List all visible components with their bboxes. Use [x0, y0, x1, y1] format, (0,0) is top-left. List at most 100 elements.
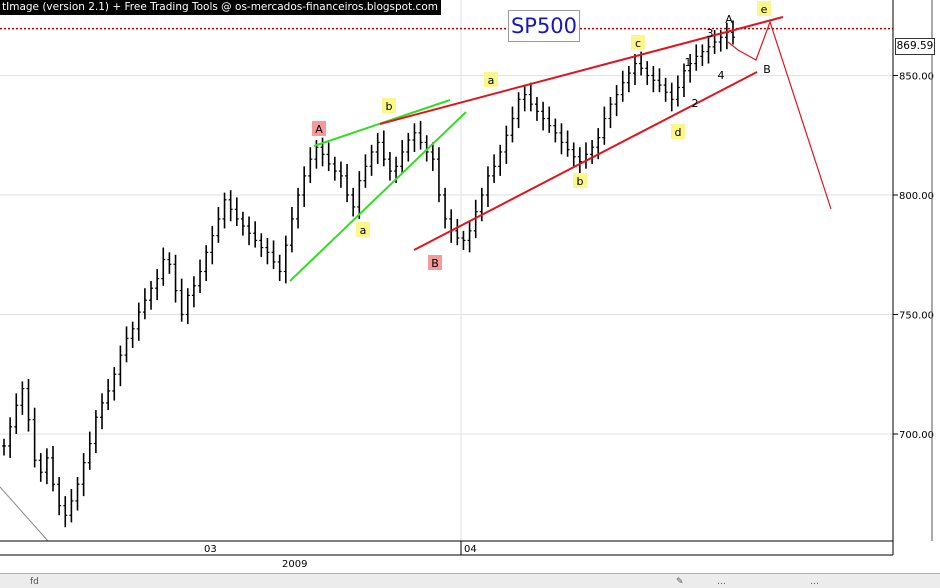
ohlc-bar	[467, 221, 472, 253]
wave-label-box	[312, 121, 326, 136]
xtick-label-03: 03	[204, 544, 217, 555]
ohlc-bar	[608, 97, 613, 129]
triangle-lower-line	[289, 111, 467, 282]
ohlc-bar	[51, 445, 56, 492]
ohlc-bars	[2, 20, 735, 528]
ohlc-bar	[2, 438, 6, 456]
ohlc-bar	[130, 321, 135, 348]
ohlc-bar	[510, 106, 515, 143]
ohlc-bar	[234, 197, 239, 227]
status-mid: ✎	[676, 577, 684, 587]
trendlines	[0, 16, 893, 542]
ohlc-bar	[185, 288, 190, 325]
ohlc-bar	[430, 142, 435, 172]
ohlc-bar	[308, 147, 313, 184]
grid-layer	[0, 0, 893, 555]
ohlc-bar	[663, 77, 668, 102]
wave-label-box	[757, 1, 771, 16]
ohlc-bar	[198, 259, 203, 293]
last-price-tag: 869.59	[895, 38, 935, 55]
ohlc-bar	[418, 120, 423, 150]
watermark-text: tImage (version 2.1) + Free Trading Tool…	[0, 0, 441, 15]
wave-label-e: e	[761, 3, 768, 16]
ohlc-bar	[694, 44, 699, 71]
wave-labels: Ab a Ba b c d e 1 2 3 4 A B	[312, 1, 771, 270]
ohlc-bar	[75, 477, 80, 511]
ohlc-bar	[516, 92, 521, 129]
ohlc-bar	[688, 53, 693, 83]
ohlc-bar	[706, 37, 711, 64]
ohlc-bar	[283, 235, 288, 284]
ohlc-bar	[528, 82, 533, 112]
ohlc-bar	[681, 63, 686, 98]
status-mid2: …	[717, 577, 726, 587]
ohlc-bar	[436, 147, 441, 203]
ohlc-bar	[485, 166, 490, 207]
chart-title: SP500	[508, 10, 580, 42]
ohlc-bar	[357, 171, 362, 219]
status-right: …	[810, 577, 819, 587]
ohlc-bar	[81, 453, 86, 497]
wave-label-B: B	[431, 257, 439, 270]
ohlc-bar	[204, 245, 209, 282]
ohlc-bar	[271, 240, 276, 270]
channel-lower-line	[413, 71, 758, 251]
ohlc-bar	[504, 125, 509, 164]
ohlc-bar	[87, 431, 92, 470]
old-trendline	[0, 486, 49, 542]
wave-label-A: A	[725, 13, 733, 26]
ohlc-bar	[541, 101, 546, 131]
ohlc-bar	[657, 68, 662, 93]
ohlc-bar	[155, 269, 160, 301]
ohlc-bar	[179, 278, 184, 322]
wave-label-2: 2	[692, 97, 699, 110]
ohlc-bar	[731, 20, 735, 45]
ohlc-bar	[400, 140, 405, 174]
wave-label-4: 4	[718, 69, 725, 82]
ohlc-bar	[136, 302, 141, 341]
wave-label-a: a	[488, 74, 495, 87]
wave-label-box	[382, 98, 396, 113]
wave-label-1: 1	[685, 56, 692, 69]
ytick-label-850: 850.00	[899, 72, 934, 83]
ohlc-bar	[69, 488, 74, 523]
ohlc-bar	[522, 85, 527, 112]
ohlc-bar	[443, 187, 448, 229]
ohlc-bar	[216, 206, 221, 243]
ohlc-bar	[387, 151, 392, 181]
ohlc-bar	[614, 85, 619, 117]
status-left: fd	[30, 577, 39, 587]
ohlc-bar	[534, 97, 539, 121]
wave-label-d: d	[675, 126, 682, 139]
ohlc-bar	[590, 140, 595, 164]
ohlc-bar	[247, 216, 252, 246]
ohlc-bar	[345, 163, 350, 203]
ohlc-bar	[14, 393, 19, 434]
ohlc-bar	[363, 154, 368, 188]
wave-label-box	[356, 222, 370, 237]
ohlc-bar	[44, 448, 49, 485]
xtick-label-04: 04	[464, 544, 477, 555]
ohlc-bar	[565, 130, 570, 157]
ohlc-bar	[210, 226, 215, 265]
ohlc-bar	[63, 496, 68, 528]
wave-label-b: b	[386, 100, 393, 113]
ohlc-bar	[700, 44, 705, 66]
ohlc-bar	[149, 281, 154, 310]
ohlc-bar	[669, 82, 674, 112]
ohlc-bar	[296, 187, 301, 229]
ohlc-bar	[577, 147, 582, 174]
ohlc-bar	[20, 381, 25, 415]
ohlc-bar	[228, 190, 233, 222]
wave-label-B: B	[763, 63, 771, 76]
ohlc-bar	[100, 393, 105, 430]
ytick-label-750: 750.00	[899, 311, 934, 322]
ohlc-bar	[332, 156, 337, 181]
ohlc-bar	[240, 211, 245, 236]
year-label: 2009	[282, 559, 307, 570]
ohlc-bar	[112, 367, 117, 401]
ohlc-bar	[26, 379, 31, 432]
ohlc-bar	[167, 252, 172, 274]
ohlc-bar	[559, 123, 564, 155]
